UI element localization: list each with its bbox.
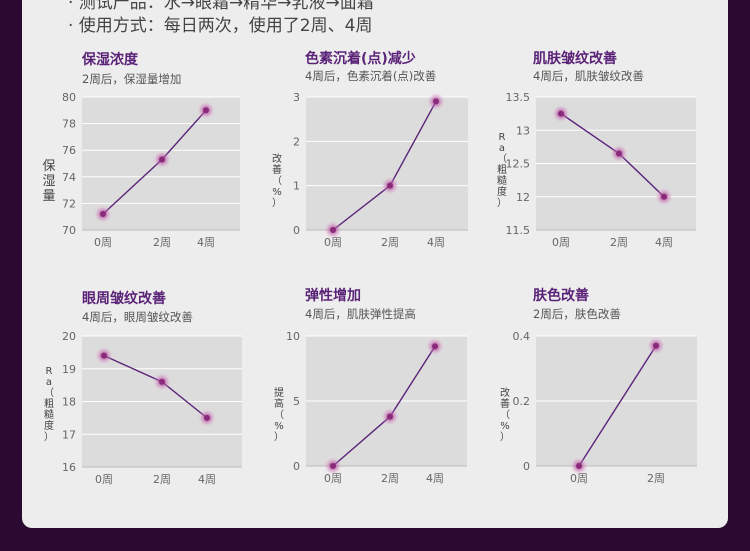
x-tick-label: 0周	[324, 472, 342, 485]
y-tick-label: 13	[516, 124, 530, 137]
chart-6: 肤色改善 2周后，肤色改善 0 0.2 0.4 0周 2周 改善（%）	[500, 287, 697, 485]
x-tick-label: 4周	[427, 236, 445, 249]
y-tick-label: 72	[62, 197, 76, 210]
y-tick-label: 0.4	[513, 330, 531, 343]
chart-subtitle: 2周后，肤色改善	[533, 307, 621, 321]
data-point	[101, 352, 107, 359]
y-tick-label: 80	[62, 91, 76, 104]
data-point	[387, 413, 393, 420]
data-point	[616, 150, 622, 157]
y-tick-label: 0	[293, 460, 300, 473]
x-tick-label: 4周	[198, 473, 216, 486]
plot-area	[306, 97, 468, 230]
x-tick-label: 2周	[381, 472, 399, 485]
y-tick-label: 1	[293, 180, 300, 193]
y-axis-label: 提高（%）	[274, 387, 284, 443]
data-point	[203, 107, 209, 114]
data-point	[100, 211, 106, 218]
y-tick-label: 74	[62, 171, 76, 184]
header-line-1: · 测试产品：水→眼霜→精华→乳液→面霜	[68, 0, 374, 13]
chart-subtitle: 4周后，肌肤弹性提高	[305, 307, 416, 321]
y-tick-label: 2	[293, 135, 300, 148]
chart-subtitle: 4周后，色素沉着(点)改善	[305, 69, 436, 83]
data-point	[661, 193, 667, 200]
x-tick-label: 0周	[324, 236, 342, 249]
x-tick-label: 4周	[426, 472, 444, 485]
chart-2: 色素沉着(点)减少 4周后，色素沉着(点)改善 0 1 2 3 0周 2周 4周 改善（%）	[272, 50, 468, 249]
y-tick-label: 10	[286, 330, 300, 343]
data-point	[558, 110, 564, 117]
chart-title: 弹性增加	[305, 287, 361, 304]
charts-group: 保湿浓度 2周后，保湿量增加 70 72 74 76 78 80 0周 2周 4周 保湿量 色素沉着(点…	[42, 50, 697, 486]
data-point	[204, 414, 210, 421]
y-axis-label: 改善（%）	[500, 386, 510, 443]
x-tick-label: 0周	[552, 236, 570, 249]
data-point	[159, 156, 165, 163]
y-tick-label: 16	[62, 461, 76, 474]
data-point	[387, 182, 393, 189]
x-tick-label: 2周	[153, 236, 171, 249]
y-tick-label: 3	[293, 91, 300, 104]
x-tick-label: 2周	[647, 472, 665, 485]
chart-title: 肤色改善	[533, 287, 589, 304]
x-tick-label: 4周	[655, 236, 673, 249]
x-tick-label: 0周	[95, 473, 113, 486]
y-tick-label: 20	[62, 330, 76, 343]
chart-1: 保湿浓度 2周后，保湿量增加 70 72 74 76 78 80 0周 2周 4周 保湿量	[42, 51, 240, 249]
y-tick-label: 0	[523, 460, 530, 473]
y-tick-label: 78	[62, 118, 76, 131]
y-tick-label: 13.5	[506, 91, 531, 104]
chart-4: 眼周皱纹改善 4周后，眼周皱纹改善 16 17 18 19 20 0周 2周 4周 R a （粗糙度）	[44, 290, 242, 486]
y-tick-label: 12.5	[506, 158, 531, 171]
y-tick-label: 70	[62, 224, 76, 237]
y-tick-label: 5	[293, 395, 300, 408]
chart-title: 肌肤皱纹改善	[533, 50, 617, 67]
x-tick-label: 0周	[94, 236, 112, 249]
y-tick-label: 76	[62, 144, 76, 157]
series-line	[578, 345, 657, 467]
y-tick-label: 17	[62, 428, 76, 441]
y-tick-label: 18	[62, 396, 76, 409]
y-axis-label: 保湿量	[42, 159, 55, 204]
x-tick-label: 2周	[610, 236, 628, 249]
data-point	[330, 463, 336, 469]
y-tick-label: 0.2	[513, 395, 531, 408]
y-tick-label: 12	[516, 191, 530, 204]
chart-title: 保湿浓度	[81, 51, 139, 68]
y-axis-label: 改善（%）	[272, 152, 282, 209]
data-point	[159, 378, 165, 385]
chart-subtitle: 4周后，肌肤皱纹改善	[533, 69, 644, 83]
x-tick-label: 2周	[381, 236, 399, 249]
x-tick-label: 0周	[570, 472, 588, 485]
y-tick-label: 11.5	[506, 224, 531, 237]
data-point	[330, 227, 336, 233]
data-point	[653, 342, 659, 349]
y-tick-label: 0	[293, 224, 300, 237]
chart-title: 眼周皱纹改善	[82, 290, 166, 307]
x-tick-label: 2周	[153, 473, 171, 486]
chart-5: 弹性增加 4周后，肌肤弹性提高 0 5 10 0周 2周 4周 提高（%）	[274, 287, 467, 485]
header-line-2: · 使用方式：每日两次，使用了2周、4周	[68, 15, 372, 36]
data-point	[576, 463, 582, 469]
y-tick-label: 19	[62, 363, 76, 376]
data-point	[432, 343, 438, 350]
data-point	[433, 98, 439, 105]
x-tick-label: 4周	[197, 236, 215, 249]
chart-subtitle: 4周后，眼周皱纹改善	[82, 310, 193, 324]
chart-subtitle: 2周后，保湿量增加	[82, 72, 181, 86]
chart-title: 色素沉着(点)减少	[305, 50, 416, 67]
chart-3: 肌肤皱纹改善 4周后，肌肤皱纹改善 11.5 12 12.5 13 13.5 0周 2周 4周 R a…	[497, 50, 696, 249]
